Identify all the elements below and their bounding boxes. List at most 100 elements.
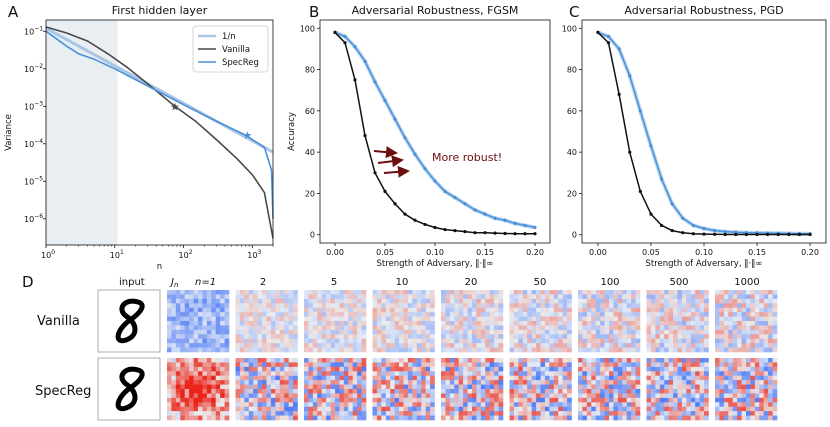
heatmap-pixel: [609, 298, 614, 304]
heatmap-pixel: [206, 406, 212, 412]
heatmap-pixel: [467, 411, 473, 416]
heatmap-pixel: [668, 316, 674, 322]
heatmap-pixel: [330, 366, 336, 372]
heatmap-pixel: [270, 347, 276, 353]
heatmap-pixel: [664, 307, 669, 313]
heatmap-pixel: [582, 321, 588, 326]
heatmap-pixel: [591, 316, 597, 322]
heatmap-pixel: [224, 393, 230, 399]
heatmap-pixel: [430, 312, 435, 317]
heatmap-pixel: [622, 389, 628, 394]
heatmap-pixel: [582, 343, 588, 348]
heatmap-pixel: [540, 307, 546, 313]
heatmap-pixel: [321, 402, 327, 408]
heatmap-pixel: [193, 343, 199, 348]
heatmap-pixel: [326, 375, 331, 381]
heatmap-pixel: [476, 397, 482, 403]
heatmap-pixel: [591, 312, 597, 317]
heatmap-pixel: [635, 415, 641, 421]
heatmap-pixel: [430, 393, 435, 399]
heatmap-pixel: [348, 371, 354, 377]
heatmap-pixel: [737, 402, 742, 408]
heatmap-pixel: [463, 380, 468, 385]
heatmap-pixel: [681, 411, 687, 416]
heatmap-pixel: [304, 411, 309, 416]
heatmap-pixel: [239, 366, 245, 372]
heatmap-pixel: [536, 366, 541, 372]
heatmap-pixel: [317, 362, 323, 368]
heatmap-pixel: [677, 375, 683, 381]
heatmap-pixel: [686, 384, 692, 390]
heatmap-pixel: [275, 294, 281, 300]
heatmap-pixel: [586, 380, 592, 385]
heatmap-pixel: [284, 406, 289, 412]
heatmap-pixel: [275, 338, 281, 344]
heatmap-pixel: [646, 415, 652, 421]
heatmap-pixel: [476, 298, 482, 304]
heatmap-pixel: [253, 316, 258, 322]
heatmap-pixel: [390, 389, 395, 394]
heatmap-pixel: [686, 366, 692, 372]
heatmap-pixel: [275, 415, 281, 421]
heatmap-pixel: [317, 325, 323, 331]
heatmap-pixel: [750, 362, 756, 368]
heatmap-pixel: [270, 371, 276, 377]
heatmap-pixel: [522, 303, 528, 309]
heatmap-pixel: [613, 389, 619, 394]
heatmap-pixel: [498, 343, 504, 348]
heatmap-pixel: [553, 334, 559, 340]
heatmap-pixel: [489, 375, 495, 381]
heatmap-pixel: [202, 329, 208, 335]
heatmap-pixel: [376, 307, 382, 313]
heatmap-pixel: [348, 347, 354, 353]
heatmap-pixel: [175, 325, 181, 331]
heatmap-pixel: [376, 371, 382, 377]
heatmap-pixel: [248, 294, 254, 300]
heatmap-pixel: [308, 338, 314, 344]
heatmap-pixel: [759, 375, 765, 381]
heatmap-pixel: [650, 307, 656, 313]
heatmap-pixel: [308, 389, 314, 394]
heatmap-pixel: [719, 294, 725, 300]
heatmap-pixel: [304, 371, 309, 377]
heatmap-pixel: [262, 411, 267, 416]
heatmap-pixel: [509, 375, 515, 381]
heatmap-pixel: [335, 290, 340, 295]
heatmap-pixel: [467, 406, 473, 412]
heatmap-pixel: [750, 294, 756, 300]
heatmap-pixel: [399, 402, 404, 408]
heatmap-pixel: [330, 411, 336, 416]
heatmap-pixel: [480, 316, 486, 322]
heatmap-pixel: [352, 371, 358, 377]
heatmap-pixel: [416, 362, 422, 368]
heatmap-pixel: [193, 397, 199, 403]
heatmap-pixel: [348, 415, 354, 421]
heatmap-pixel: [480, 380, 486, 385]
heatmap-pixel: [723, 406, 729, 412]
heatmap-pixel: [522, 389, 528, 394]
heatmap-pixel: [357, 321, 362, 326]
heatmap-pixel: [681, 334, 687, 340]
heatmap-pixel: [357, 389, 362, 394]
heatmap-pixel: [631, 389, 636, 394]
heatmap-pixel: [509, 402, 515, 408]
heatmap-pixel: [308, 415, 314, 421]
heatmap-pixel: [220, 362, 225, 368]
heatmap-pixel: [275, 366, 281, 372]
heatmap-pixel: [622, 415, 628, 421]
heatmap-pixel: [390, 334, 395, 340]
heatmap-pixel: [690, 371, 696, 377]
heatmap-pixel: [494, 316, 499, 322]
heatmap-pixel: [167, 316, 172, 322]
jacobian-cell: [235, 358, 298, 421]
heatmap-pixel: [220, 347, 225, 353]
heatmap-pixel: [668, 290, 674, 295]
heatmap-pixel: [746, 325, 751, 331]
heatmap-pixel: [558, 347, 563, 353]
heatmap-pixel: [266, 343, 272, 348]
x-tick-label: 0.20: [526, 248, 544, 257]
heatmap-pixel: [326, 329, 331, 335]
heatmap-pixel: [248, 338, 254, 344]
heatmap-pixel: [270, 384, 276, 390]
heatmap-pixel: [458, 294, 464, 300]
